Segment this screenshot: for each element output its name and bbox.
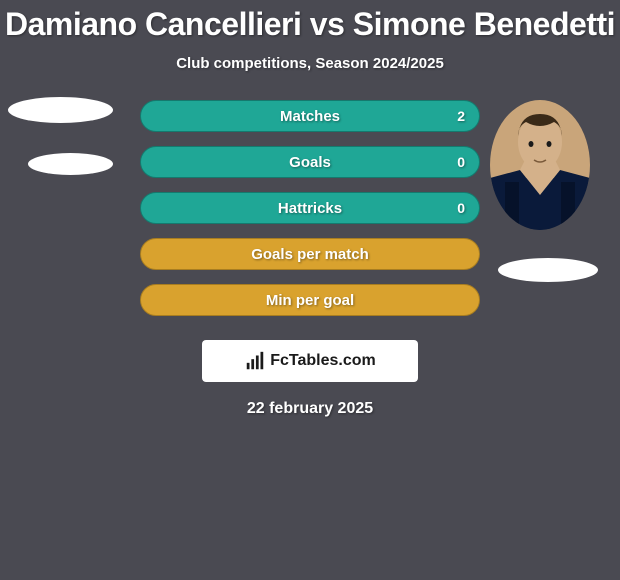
stat-value-right: 2	[457, 108, 465, 124]
stat-label: Min per goal	[266, 292, 354, 309]
brand-text: FcTables.com	[270, 352, 376, 370]
stat-label: Goals	[289, 154, 331, 171]
avatar-placeholder-icon	[490, 100, 590, 230]
stat-label: Goals per match	[251, 246, 369, 263]
subtitle: Club competitions, Season 2024/2025	[0, 55, 620, 72]
decorative-ellipse	[498, 258, 598, 282]
stat-label: Matches	[280, 108, 340, 125]
stat-label: Hattricks	[278, 200, 342, 217]
stat-bars: Matches 2 Goals 0 Hattricks 0 Goals per …	[140, 100, 480, 316]
stat-bar-hattricks: Hattricks 0	[140, 192, 480, 224]
date-label: 22 february 2025	[0, 400, 620, 418]
stat-bar-min-per-goal: Min per goal	[140, 284, 480, 316]
decorative-ellipse	[28, 153, 113, 175]
decorative-ellipse	[8, 97, 113, 123]
stat-value-right: 0	[457, 154, 465, 170]
stat-bar-goals-per-match: Goals per match	[140, 238, 480, 270]
comparison-area: Matches 2 Goals 0 Hattricks 0 Goals per …	[0, 100, 620, 418]
stat-bar-goals: Goals 0	[140, 146, 480, 178]
player-right-avatar	[490, 100, 590, 230]
stat-bar-matches: Matches 2	[140, 100, 480, 132]
brand-badge: FcTables.com	[202, 340, 418, 382]
chart-icon	[244, 350, 266, 372]
page-title: Damiano Cancellieri vs Simone Benedetti	[0, 0, 620, 43]
stat-value-right: 0	[457, 200, 465, 216]
